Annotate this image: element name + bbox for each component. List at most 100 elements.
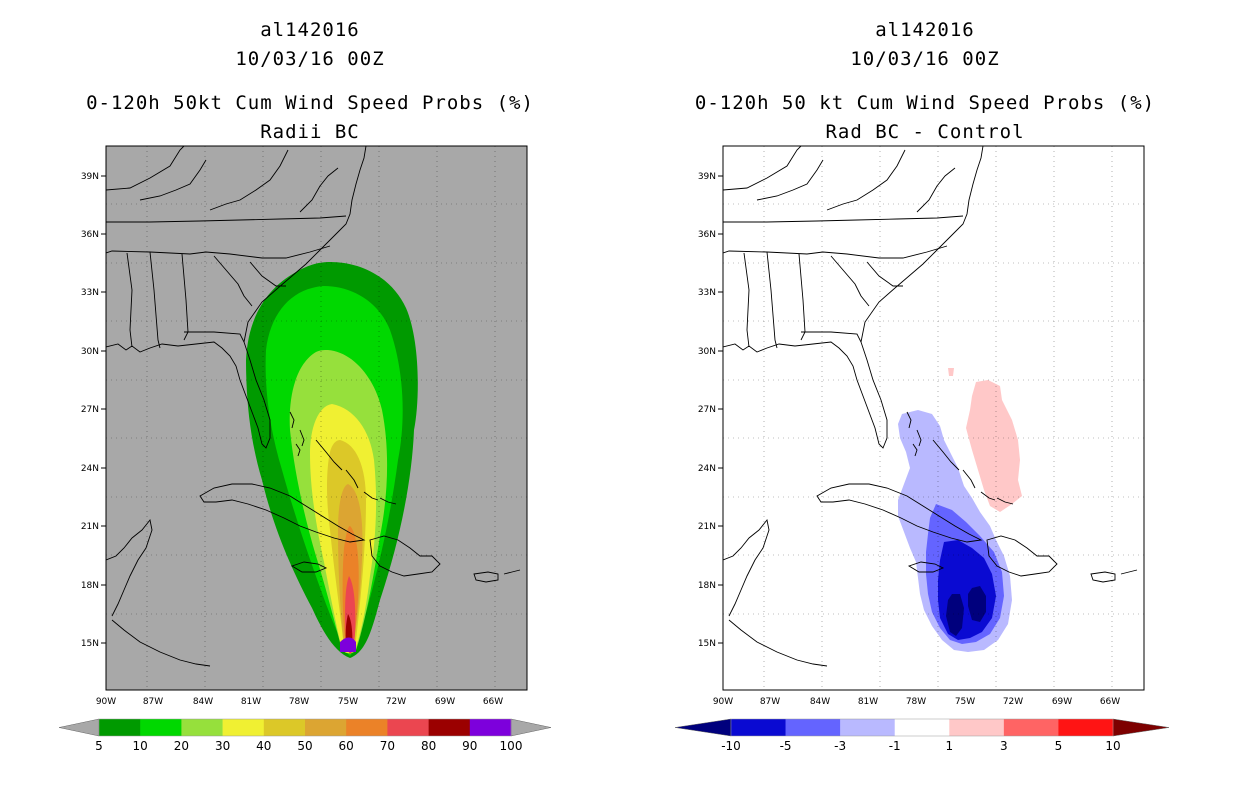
left-colorbar-swatch (99, 719, 141, 736)
left-lon-label: 75W (338, 697, 358, 707)
left-lon-label: 69W (435, 697, 455, 707)
right-colorbar-swatch (785, 719, 841, 736)
right-lon-label: 84W (810, 697, 830, 707)
right-gridlines (723, 146, 1144, 690)
right-colorbar-label: -5 (780, 739, 792, 753)
right-chart-subtitle: Rad BC - Control (825, 121, 1025, 143)
left-lat-label: 18N (81, 581, 99, 591)
left-colorbar-outline (98, 718, 512, 737)
left-map-frame (105, 145, 528, 691)
left-colorbar: 5 10 20 30 40 50 60 70 80 90 100 (58, 718, 552, 753)
right-colorbar-label: 3 (1000, 739, 1008, 753)
right-lon-label: 75W (955, 697, 975, 707)
right-storm-id: al142016 (875, 19, 975, 41)
left-colorbar-label: 70 (380, 739, 395, 753)
left-lat-label: 30N (81, 347, 99, 357)
left-lon-label: 66W (483, 697, 503, 707)
left-colorbar-label: 90 (462, 739, 477, 753)
right-lat-label: 33N (698, 288, 716, 298)
left-lon-label: 87W (143, 697, 163, 707)
right-lon-label: 69W (1052, 697, 1072, 707)
right-colorbar-high-triangle (1112, 718, 1170, 737)
right-colorbar-outline (730, 718, 1114, 737)
left-lat-label: 24N (81, 464, 99, 474)
left-colorbar-swatch (181, 719, 223, 736)
right-lon-label: 72W (1003, 697, 1023, 707)
diff-neg-10-b (968, 586, 986, 622)
left-colorbar-low-triangle (58, 718, 100, 737)
left-colorbar-label: 100 (500, 739, 523, 753)
right-colorbar-swatch (894, 719, 950, 736)
right-colorbar-swatch (731, 719, 786, 736)
left-chart-title: 0-120h 50kt Cum Wind Speed Probs (%) (86, 92, 534, 114)
right-colorbar-label: 1 (945, 739, 953, 753)
diff-pos-1 (966, 380, 1022, 512)
right-lon-label: 87W (760, 697, 780, 707)
right-lat-label: 24N (698, 464, 716, 474)
diff-pos-1-small (948, 368, 954, 376)
right-lat-label: 15N (698, 639, 716, 649)
right-colorbar-low-triangle (674, 718, 732, 737)
left-colorbar-swatch (263, 719, 306, 736)
left-colorbar-swatch (140, 719, 182, 736)
left-datetime: 10/03/16 00Z (235, 48, 385, 70)
left-colorbar-label: 80 (421, 739, 436, 753)
right-colorbar-swatch (840, 719, 896, 736)
right-chart-title: 0-120h 50 kt Cum Wind Speed Probs (%) (694, 92, 1156, 114)
left-colorbar-label: 50 (297, 739, 312, 753)
left-colorbar-swatch (346, 719, 388, 736)
right-diff-contours (898, 368, 1022, 652)
left-colorbar-swatch (469, 719, 512, 736)
right-lat-label: 18N (698, 581, 716, 591)
right-colorbar: -10 -5 -3 -1 1 3 5 10 (674, 718, 1170, 753)
left-colorbar-label: 60 (339, 739, 354, 753)
left-lat-label: 27N (81, 405, 99, 415)
right-colorbar-swatch (1003, 719, 1059, 736)
right-colorbar-swatch (949, 719, 1005, 736)
right-lon-label: 81W (858, 697, 878, 707)
right-lat-label: 36N (698, 230, 716, 240)
left-lat-label: 21N (81, 522, 99, 532)
left-colorbar-high-triangle (510, 718, 552, 737)
left-colorbar-label: 20 (174, 739, 189, 753)
right-lon-label: 66W (1100, 697, 1120, 707)
right-lat-ticks (718, 175, 723, 644)
left-lat-label: 15N (81, 639, 99, 649)
left-colorbar-label: 5 (95, 739, 103, 753)
right-lat-label: 39N (698, 172, 716, 182)
right-lon-label: 90W (713, 697, 733, 707)
right-colorbar-label: 5 (1055, 739, 1063, 753)
left-lon-label: 90W (96, 697, 116, 707)
right-lon-label: 78W (906, 697, 926, 707)
left-lon-label: 81W (241, 697, 261, 707)
right-colorbar-label: 10 (1105, 739, 1120, 753)
left-lon-label: 78W (289, 697, 309, 707)
left-lon-label: 72W (386, 697, 406, 707)
left-title-block: al142016 10/03/16 00Z 0-120h 50kt Cum Wi… (40, 16, 580, 147)
right-title-block: al142016 10/03/16 00Z 0-120h 50 kt Cum W… (655, 16, 1195, 147)
left-lat-label: 36N (81, 230, 99, 240)
left-colorbar-label: 10 (133, 739, 148, 753)
left-gridlines (106, 146, 527, 690)
left-colorbar-label: 40 (256, 739, 271, 753)
right-lat-label: 30N (698, 347, 716, 357)
right-datetime: 10/03/16 00Z (850, 48, 1000, 70)
left-storm-id: al142016 (260, 19, 360, 41)
left-lat-label: 39N (81, 172, 99, 182)
left-colorbar-label: 30 (215, 739, 230, 753)
left-lon-label: 84W (193, 697, 213, 707)
right-map: 39N 36N 33N 30N 27N 24N 21N 18N 15N 90W … (698, 145, 1145, 707)
left-colorbar-swatch (387, 719, 429, 736)
left-colorbar-swatch (305, 719, 347, 736)
left-lat-ticks (101, 175, 106, 644)
diff-neg-10-a (946, 594, 964, 636)
right-colorbar-label: -3 (834, 739, 846, 753)
contour-90 (340, 637, 356, 652)
right-colorbar-swatch (1058, 719, 1114, 736)
left-colorbar-swatch (222, 719, 265, 736)
left-map: 39N 36N 33N 30N 27N 24N 21N 18N 15N 90W … (81, 145, 528, 707)
right-colorbar-label: -1 (889, 739, 901, 753)
left-lat-label: 33N (81, 288, 99, 298)
right-colorbar-label: -10 (721, 739, 741, 753)
